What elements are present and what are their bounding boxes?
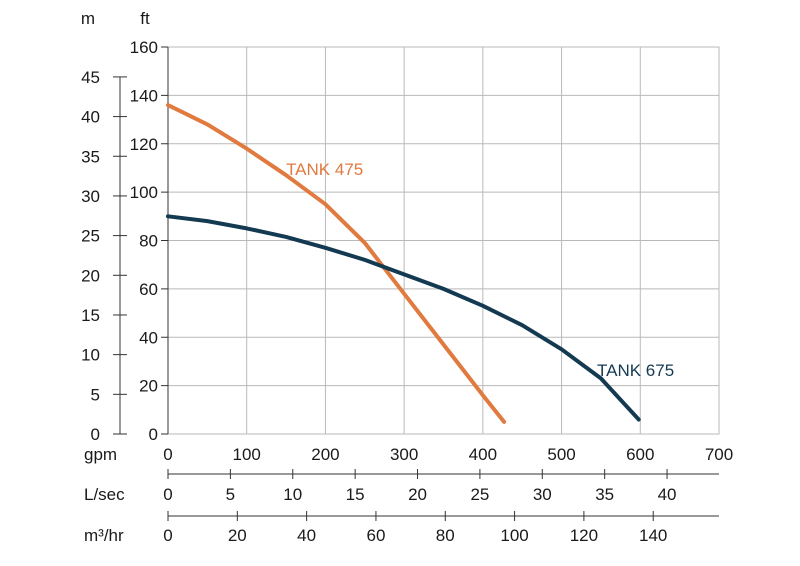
secondary-x-tick-label: 20	[408, 485, 427, 504]
secondary-x-tick-label: 10	[283, 485, 302, 504]
m-tick-label: 15	[81, 306, 100, 325]
x-tick-label-gpm: 700	[705, 445, 733, 464]
series-label: TANK 675	[597, 361, 674, 380]
m-tick-label: 10	[81, 346, 100, 365]
y-tick-label-ft: 120	[130, 135, 158, 154]
x-tick-label-gpm: 500	[547, 445, 575, 464]
y-tick-label-ft: 100	[130, 183, 158, 202]
x-tick-label-gpm: 400	[469, 445, 497, 464]
y-tick-label-ft: 20	[139, 377, 158, 396]
y-tick-label-ft: 40	[139, 328, 158, 347]
secondary-x-tick-label: 25	[470, 485, 489, 504]
x-axis-title-gpm: gpm	[84, 445, 117, 464]
secondary-x-tick-label: 60	[366, 526, 385, 545]
y-tick-label-ft: 0	[149, 425, 158, 444]
secondary-x-tick-label: 140	[639, 526, 667, 545]
secondary-x-tick-label: 30	[533, 485, 552, 504]
series-label: TANK 475	[286, 160, 363, 179]
secondary-x-tick-label: 40	[297, 526, 316, 545]
y-tick-label-ft: 60	[139, 280, 158, 299]
x-tick-label-gpm: 0	[163, 445, 172, 464]
m-tick-label: 20	[81, 266, 100, 285]
secondary-x-tick-label: 0	[163, 485, 172, 504]
x-tick-label-gpm: 300	[390, 445, 418, 464]
m-tick-label: 40	[81, 108, 100, 127]
axes	[113, 46, 719, 521]
m-tick-label: 45	[81, 68, 100, 87]
series-line-tank-475	[166, 103, 507, 424]
secondary-x-tick-label: 5	[226, 485, 235, 504]
secondary-x-tick-label: 100	[500, 526, 528, 545]
secondary-x-tick-label: 15	[346, 485, 365, 504]
y-axis-title-ft: ft	[140, 9, 150, 28]
secondary-x-axis-title: L/sec	[84, 485, 125, 504]
m-axis-title: m	[81, 9, 95, 28]
m-tick-label: 30	[81, 187, 100, 206]
x-tick-label-gpm: 100	[233, 445, 261, 464]
y-tick-label-ft: 80	[139, 232, 158, 251]
secondary-x-tick-label: 20	[228, 526, 247, 545]
m-tick-label: 0	[91, 425, 100, 444]
series-line-tank-675	[166, 214, 641, 422]
m-tick-label: 5	[91, 385, 100, 404]
series-lines	[166, 103, 641, 424]
y-tick-label-ft: 140	[130, 86, 158, 105]
secondary-x-tick-label: 35	[595, 485, 614, 504]
x-tick-label-gpm: 200	[311, 445, 339, 464]
secondary-x-tick-label: 80	[436, 526, 455, 545]
y-tick-label-ft: 160	[130, 38, 158, 57]
x-tick-label-gpm: 600	[626, 445, 654, 464]
secondary-x-tick-label: 40	[658, 485, 677, 504]
secondary-x-tick-label: 120	[570, 526, 598, 545]
m-tick-label: 25	[81, 227, 100, 246]
secondary-x-axis-title: m³/hr	[84, 526, 124, 545]
secondary-x-tick-label: 0	[163, 526, 172, 545]
m-tick-label: 35	[81, 147, 100, 166]
chart-labels: 020406080100120140160ft05101520253035404…	[81, 9, 733, 545]
